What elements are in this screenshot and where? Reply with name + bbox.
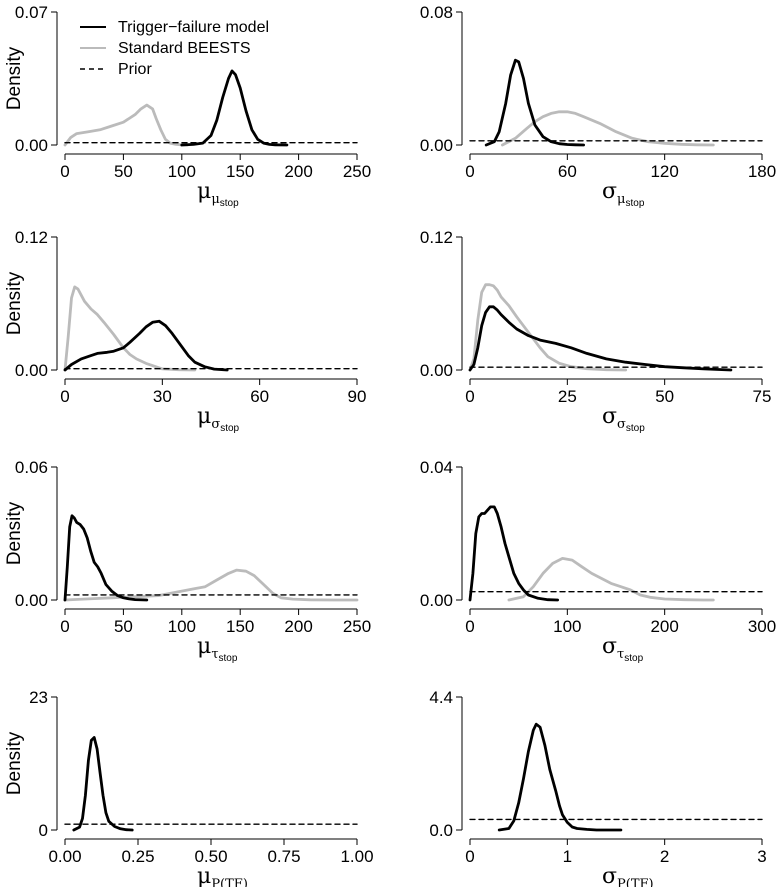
x-tick-label: 50: [655, 387, 674, 406]
x-tick-label: 2: [660, 847, 669, 866]
x-axis-label: σσstop: [602, 404, 645, 434]
y-tick-label: 0: [39, 821, 48, 840]
x-tick-label: 200: [284, 617, 312, 636]
series-trigger-failure-model: [63, 514, 149, 602]
x-tick-label: 180: [748, 162, 776, 181]
x-axis-label: στstop: [602, 634, 644, 664]
x-axis-label: μσstop: [197, 404, 240, 434]
x-tick-label: 0: [465, 847, 474, 866]
series-standard-beests: [507, 557, 715, 602]
y-tick-label: 0.00: [15, 591, 48, 610]
panel-6: 0 100 200 300 0.00 0.04 στstop: [420, 458, 776, 664]
x-tick-label: 0.75: [267, 847, 300, 866]
y-tick-label: 0.12: [420, 228, 453, 247]
legend-label: Standard BEESTS: [118, 40, 251, 57]
x-tick-label: 90: [348, 387, 367, 406]
x-tick-label: 1.00: [340, 847, 373, 866]
x-tick-label: 3: [757, 847, 766, 866]
series-standard-beests: [500, 110, 715, 147]
x-tick-label: 120: [650, 162, 678, 181]
x-tick-label: 50: [114, 162, 133, 181]
x-tick-label: 150: [226, 162, 254, 181]
x-tick-label: 0.25: [121, 847, 154, 866]
x-axis-label: μμstop: [197, 179, 239, 209]
x-tick-label: 300: [748, 617, 776, 636]
legend: Trigger−failure model Standard BEESTS Prio…: [80, 19, 269, 78]
series-standard-beests: [63, 103, 190, 147]
series-trigger-failure-model: [180, 69, 289, 147]
series-trigger-failure-model: [468, 305, 733, 372]
x-tick-label: 1: [563, 847, 572, 866]
series-trigger-failure-model: [484, 58, 585, 147]
y-axis-label: Density: [4, 501, 25, 565]
y-tick-label: 0.00: [420, 361, 453, 380]
panel-4: 0 25 50 75 0.00 0.12 σσstop: [420, 228, 772, 434]
panel-5: 0 50 100 150 200 250 0.00 0.06 Density μτstop: [4, 458, 371, 664]
series-trigger-failure-model: [63, 319, 229, 372]
legend-label: Trigger−failure model: [118, 19, 269, 36]
y-axis-label: Density: [4, 271, 25, 335]
x-tick-label: 200: [284, 162, 312, 181]
panel-3: 0 30 60 90 0.00 0.12 Density μσstop: [4, 228, 366, 434]
y-tick-label: 0.00: [15, 136, 48, 155]
y-tick-label: 0.0: [429, 821, 453, 840]
x-tick-label: 60: [250, 387, 269, 406]
y-tick-label: 0.07: [15, 3, 48, 22]
x-tick-label: 0.00: [48, 847, 81, 866]
x-tick-label: 60: [558, 162, 577, 181]
x-tick-label: 150: [226, 617, 254, 636]
series-trigger-failure-model: [497, 722, 623, 832]
x-axis-label: μP(TF): [197, 864, 248, 887]
series-trigger-failure-model: [468, 505, 559, 602]
y-tick-label: 0.08: [420, 3, 453, 22]
x-tick-label: 0.50: [194, 847, 227, 866]
y-tick-label: 0.04: [420, 458, 453, 477]
x-tick-label: 250: [343, 617, 371, 636]
x-axis-label: μτstop: [197, 634, 238, 664]
series-standard-beests: [63, 568, 359, 602]
x-axis-label: σP(TF): [602, 864, 654, 887]
series-standard-beests: [63, 285, 197, 372]
x-tick-label: 75: [753, 387, 772, 406]
x-tick-label: 0: [465, 162, 474, 181]
x-tick-label: 250: [343, 162, 371, 181]
x-tick-label: 30: [153, 387, 172, 406]
y-axis-label: Density: [4, 731, 25, 795]
series-trigger-failure-model: [72, 736, 134, 832]
y-axis-label: Density: [4, 46, 25, 110]
panel-1: 0 50 100 150 200 250 0.00 0.07 Density μμstop: [4, 3, 371, 209]
x-tick-label: 200: [650, 617, 678, 636]
x-tick-label: 100: [168, 162, 196, 181]
x-tick-label: 0: [465, 387, 474, 406]
panel-2: 0 60 120 180 0.00 0.08 σμstop: [420, 3, 776, 209]
y-tick-label: 23: [29, 688, 48, 707]
y-tick-label: 4.4: [429, 688, 453, 707]
x-tick-label: 0: [465, 617, 474, 636]
x-tick-label: 100: [553, 617, 581, 636]
y-tick-label: 0.06: [15, 458, 48, 477]
x-axis-label: σμstop: [602, 179, 645, 209]
x-tick-label: 50: [114, 617, 133, 636]
x-tick-label: 0: [60, 162, 69, 181]
panel-8: 0 1 2 3 0.0 4.4 σP(TF): [429, 688, 766, 887]
x-tick-label: 25: [558, 387, 577, 406]
y-tick-label: 0.00: [420, 591, 453, 610]
legend-label: Prior: [118, 61, 152, 78]
y-tick-label: 0.00: [15, 361, 48, 380]
x-tick-label: 0: [60, 617, 69, 636]
x-tick-label: 100: [168, 617, 196, 636]
y-tick-label: 0.00: [420, 136, 453, 155]
y-tick-label: 0.12: [15, 228, 48, 247]
x-tick-label: 0: [60, 387, 69, 406]
panel-7: 0.00 0.25 0.50 0.75 1.00 0 23 Density μP(TF): [4, 688, 374, 887]
